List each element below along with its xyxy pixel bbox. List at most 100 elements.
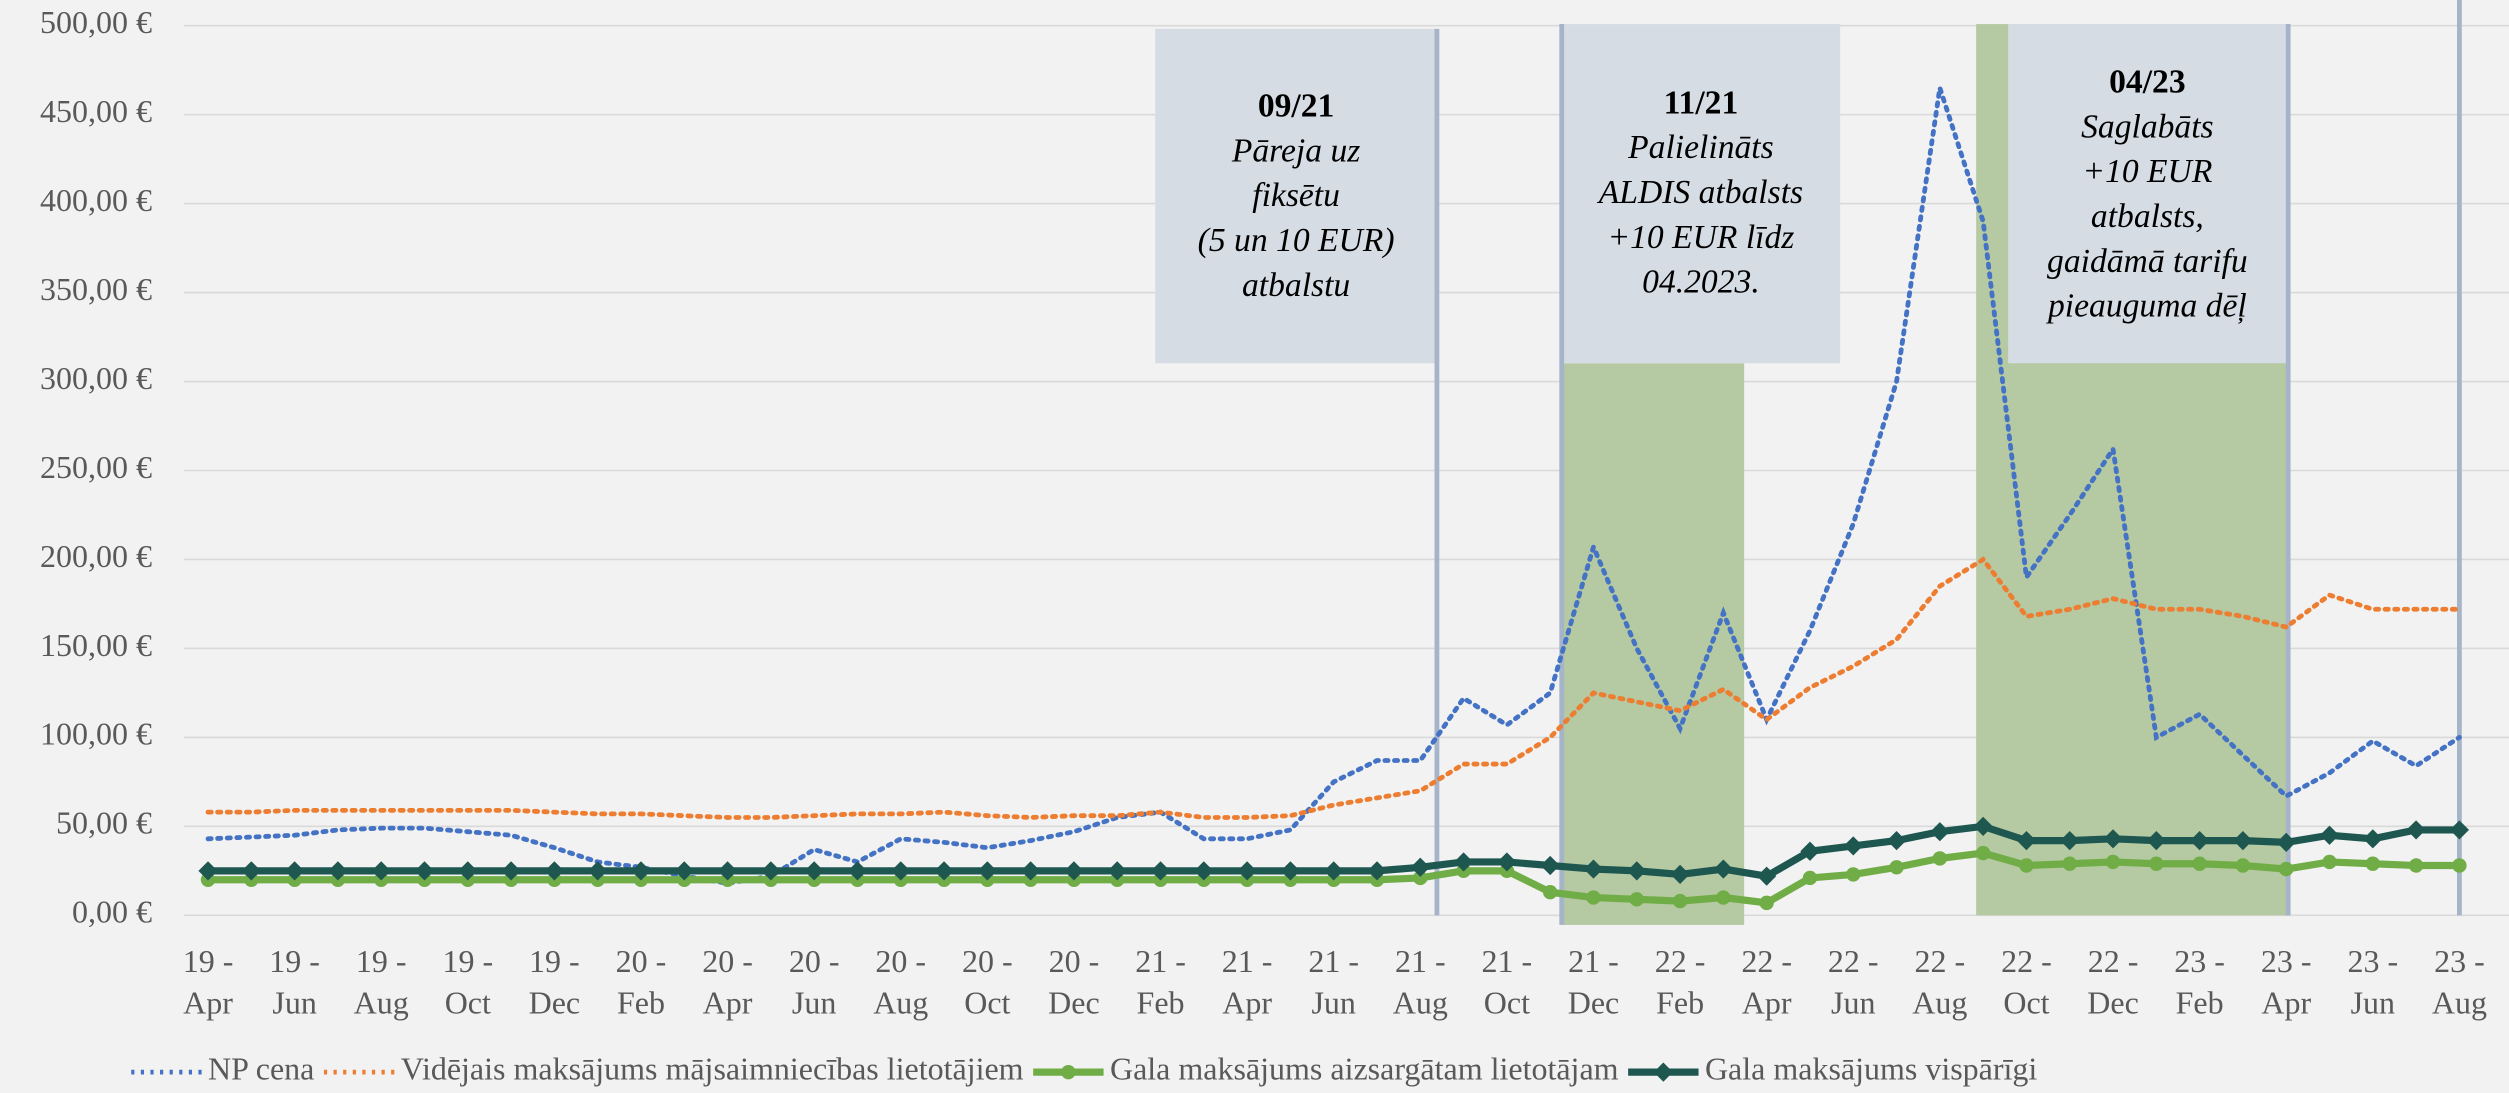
x-tick-label: 20 -Feb [616, 943, 667, 1021]
annotation-text: pieauguma dēļ [2046, 288, 2247, 325]
point [241, 861, 261, 881]
point [1886, 830, 1907, 851]
legend-label: Gala maksājums vispārīgi [1705, 1050, 2037, 1086]
point [2279, 861, 2294, 877]
legend-label: Gala maksājums aizsargātam lietotājam [1110, 1050, 1619, 1086]
point [1800, 841, 1820, 861]
x-tick-label: 21 -Jun [1308, 943, 1359, 1021]
point [1930, 822, 1950, 842]
point [2149, 856, 2164, 871]
point [804, 861, 824, 881]
x-tick-label: 19 -Aug [354, 943, 409, 1021]
point [1280, 861, 1301, 881]
point [2406, 820, 2426, 840]
x-tick-label: 20 -Oct [962, 943, 1013, 1021]
point [2322, 854, 2337, 870]
point [328, 861, 348, 881]
point [1713, 859, 1733, 879]
point [1367, 861, 1387, 881]
point [2452, 858, 2467, 873]
annotation-box [2008, 24, 2289, 364]
x-tick-label: 23 -Jun [2347, 943, 2398, 1021]
point [1324, 861, 1344, 881]
annotation-title: 09/21 [1258, 88, 1335, 125]
point [1932, 851, 1948, 866]
point [1975, 845, 1991, 861]
point [1629, 892, 1644, 907]
point [2235, 858, 2251, 873]
point [2062, 856, 2077, 871]
point [1107, 861, 1127, 881]
x-tick-label: 21 -Aug [1393, 943, 1448, 1021]
legend-label: Vidējais maksājums mājsaimniecības lieto… [401, 1050, 1024, 1086]
annotation-box [1561, 24, 1841, 364]
point [1627, 861, 1647, 881]
x-tick-label: 22 -Feb [1655, 943, 1706, 1021]
point [588, 861, 608, 881]
x-tick-label: 20 -Jun [789, 943, 840, 1021]
x-tick-label: 21 -Oct [1482, 943, 1533, 1021]
annotation-text: 04.2023. [1642, 264, 1760, 301]
x-tick-label: 19 -Dec [529, 943, 581, 1021]
point [717, 861, 738, 881]
annotation-text: +10 EUR līdz [1607, 219, 1794, 256]
point [1061, 1064, 1076, 1080]
point [1194, 861, 1214, 881]
point [1653, 1062, 1673, 1082]
x-tick-label: 19 -Jun [269, 943, 320, 1021]
point [2363, 829, 2383, 849]
annotation-title: 11/21 [1664, 84, 1739, 121]
point [2365, 856, 2381, 871]
x-tick-label: 19 -Oct [442, 943, 493, 1021]
point [1586, 890, 1601, 905]
point [2449, 820, 2469, 840]
y-tick-label: 350,00 € [40, 271, 152, 307]
x-tick-label: 22 -Apr [1741, 943, 1792, 1021]
point [1021, 861, 1041, 881]
annotation-text: atbalsts, [2091, 198, 2204, 235]
point [2105, 854, 2121, 870]
x-tick-label: 20 -Aug [873, 943, 928, 1021]
annotation-box [1155, 28, 1437, 364]
point [501, 861, 521, 881]
point [1540, 855, 1560, 876]
x-tick-label: 22 -Oct [2001, 943, 2052, 1021]
point [2190, 830, 2210, 851]
x-tick-label: 23 -Feb [2174, 943, 2225, 1021]
x-tick-label: 19 -Apr [183, 943, 234, 1021]
point [1237, 861, 1257, 881]
x-tick-label: 20 -Apr [702, 943, 753, 1021]
y-tick-label: 0,00 € [72, 894, 152, 930]
y-tick-label: 500,00 € [40, 4, 152, 40]
point [1670, 864, 1690, 885]
annotation-text: (5 un 10 EUR) [1198, 222, 1395, 259]
annotation-text: fiksētu [1252, 177, 1340, 214]
point [371, 861, 391, 881]
point [1453, 852, 1474, 872]
point [198, 861, 218, 881]
x-tick-label: 23 -Aug [2432, 943, 2487, 1021]
x-tick-label: 22 -Aug [1912, 943, 1967, 1021]
point [285, 861, 305, 881]
point [1497, 852, 1517, 872]
annotation-text: gaidāmā tarifu [2047, 243, 2248, 280]
point [2319, 825, 2340, 845]
point [1672, 893, 1688, 909]
series-line [205, 556, 2462, 820]
point [1410, 857, 1430, 877]
annotation-text: Pāreja uz [1231, 132, 1360, 169]
point [1583, 859, 1604, 879]
point [847, 861, 868, 881]
x-tick-label: 20 -Dec [1048, 943, 1100, 1021]
x-tick-label: 23 -Apr [2261, 943, 2312, 1021]
x-tick-label: 21 -Dec [1568, 943, 1620, 1021]
point [1802, 870, 1818, 886]
point [2408, 858, 2424, 873]
point [1843, 836, 1863, 856]
y-tick-label: 100,00 € [40, 716, 152, 752]
annotation-title: 04/23 [2109, 64, 2186, 101]
point [934, 861, 954, 881]
y-tick-label: 200,00 € [40, 538, 152, 574]
annotation-text: Palielināts [1627, 129, 1774, 166]
